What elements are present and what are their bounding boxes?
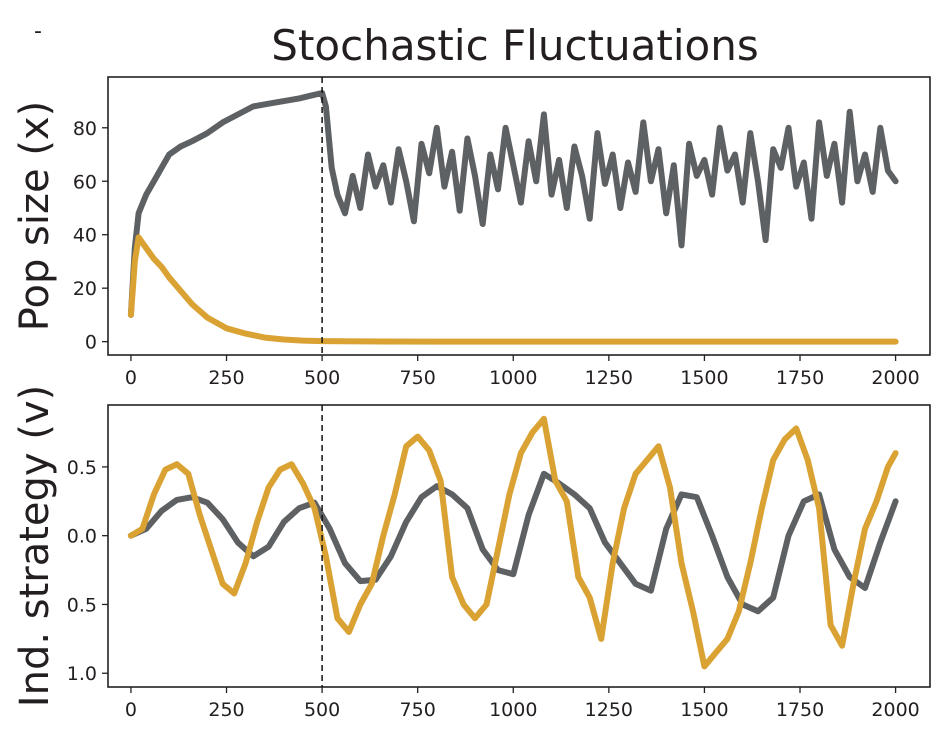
top-x-tick-label: 750 [400,367,436,389]
top-series-line-1 [127,234,899,345]
bottom-x-tick-label: 250 [208,699,244,721]
bottom-panel: 0 250 500 750 1000 1250 1500 1750 2000 0.5 0.0 0.5 1… [12,385,931,721]
top-y-tick-label: 0 [85,332,97,354]
bottom-x-tick-label: 750 [400,699,436,721]
bottom-x-tick-label: 1000 [489,699,537,721]
bottom-y-tick-label: 1.0 [67,663,97,685]
top-axes-frame [107,76,931,356]
top-y-tick-label: 20 [73,278,97,300]
bottom-x-tick-label: 1750 [776,699,824,721]
bottom-y-tick-label: 0.5 [67,457,97,479]
bottom-y-tick-label: 0.5 [67,594,97,616]
bottom-axes-frame [107,404,931,688]
top-x-tick-label: 500 [304,367,340,389]
top-x-tick-label: 2000 [871,367,919,389]
bottom-series-line-1 [127,415,899,670]
top-y-tick-label: 80 [73,118,97,140]
top-x-tick-label: 1250 [585,367,633,389]
bottom-x-tick-label: 500 [304,699,340,721]
top-x-tick-label: 0 [125,367,137,389]
top-panel: 0 250 500 750 1000 1250 1500 1750 2000 0 20 40 60 80 P… [12,76,931,389]
top-x-tick-label: 1000 [489,367,537,389]
bottom-y-tick-label: 0.0 [67,526,97,548]
bottom-x-tick-label: 0 [125,699,137,721]
bottom-x-tick-label: 1500 [680,699,728,721]
top-y-axis-label: Pop size (x) [12,101,58,331]
top-y-tick-label: 60 [73,171,97,193]
top-x-tick-label: 250 [208,367,244,389]
chart-title: Stochastic Fluctuations [271,21,758,70]
top-x-tick-label: 1750 [776,367,824,389]
bottom-y-axis-label: Ind. strategy (v) [12,385,58,707]
corner-mark: - [34,19,42,44]
top-x-tick-label: 1500 [680,367,728,389]
bottom-series-line-0 [127,470,899,615]
top-series-line-0 [127,90,899,318]
bottom-x-tick-label: 2000 [871,699,919,721]
top-y-tick-label: 40 [73,225,97,247]
bottom-x-tick-label: 1250 [585,699,633,721]
